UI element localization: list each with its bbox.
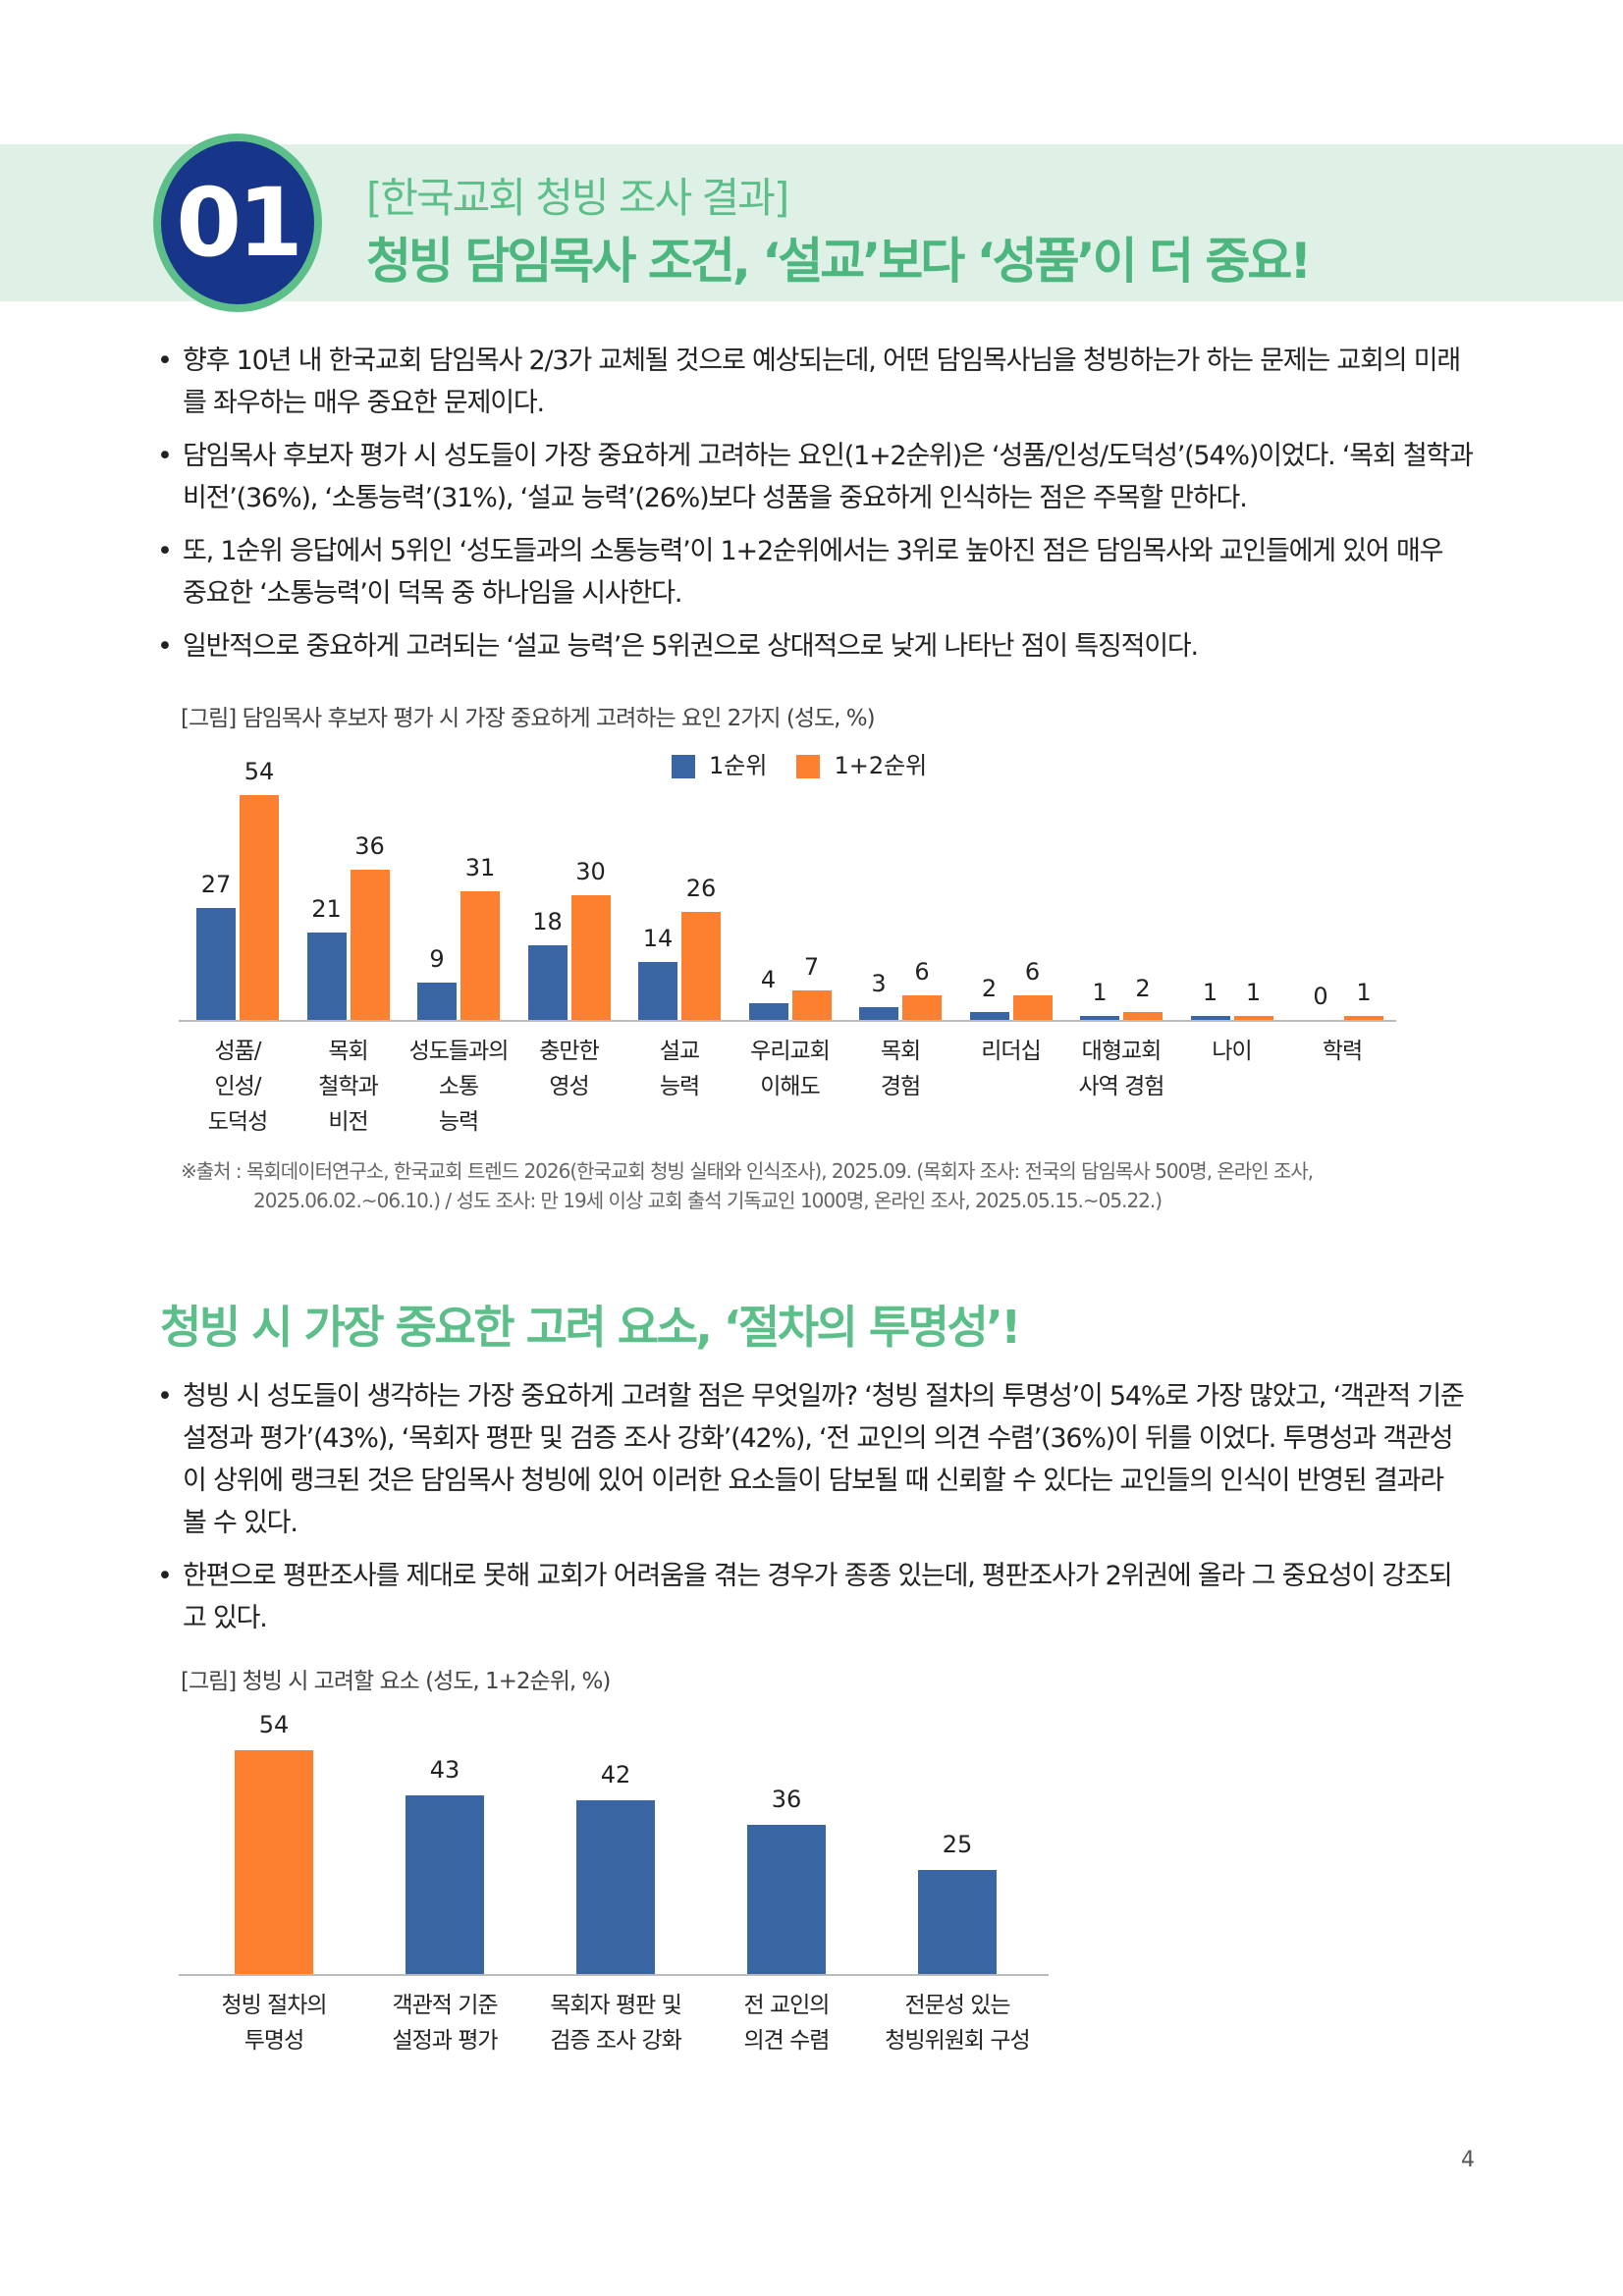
data-label: 25 [942, 1831, 973, 1859]
bullet-item: 또, 1순위 응답에서 5위인 ‘성도들과의 소통능력’이 1+2순위에서는 3… [157, 530, 1473, 614]
legend-item-1st-2nd: 1+2순위 [796, 746, 927, 780]
bar-1st [417, 982, 457, 1020]
data-label: 1 [1202, 978, 1218, 1006]
section-number: 01 [161, 141, 314, 304]
data-label: 42 [600, 1760, 631, 1789]
bullet-item: 청빙 시 성도들이 생각하는 가장 중요하게 고려할 점은 무엇일까? ‘청빙 … [157, 1375, 1473, 1544]
legend-label: 1+2순위 [834, 752, 928, 779]
data-label: 6 [914, 957, 930, 986]
category-label: 나이 [1212, 1039, 1252, 1064]
page-title: 청빙 담임목사 조건, ‘설교’보다 ‘성품’이 더 중요! [366, 233, 1312, 290]
bar-1st [196, 907, 236, 1020]
header-subtitle: [한국교회 청빙 조사 결과] [366, 174, 789, 222]
bar-1st [1190, 1015, 1230, 1020]
data-label: 3 [871, 970, 887, 998]
category-label: 목회 철학과 비전 [318, 1039, 378, 1135]
bar [576, 1799, 655, 1974]
x-axis-line [179, 1974, 1049, 1976]
category-label: 전 교인의 의견 수렴 [743, 1993, 831, 2054]
bar-1-2nd [681, 911, 721, 1020]
bar-1st [306, 932, 347, 1020]
category-label: 목회 경험 [880, 1039, 921, 1099]
data-label: 27 [200, 870, 232, 898]
category-label: 성도들과의 소통 능력 [408, 1039, 510, 1135]
legend-item-1st: 1순위 [672, 746, 767, 780]
bar-1st [1080, 1015, 1119, 1020]
category-label: 리더십 [981, 1039, 1041, 1064]
bar [406, 1795, 484, 1974]
data-label: 1 [1245, 978, 1262, 1006]
bar-1st [969, 1011, 1009, 1020]
bar-1-2nd [240, 795, 279, 1020]
bar-1st [527, 944, 568, 1020]
category-label: 우리교회 이해도 [750, 1039, 831, 1099]
data-label: 0 [1313, 983, 1328, 1010]
bar-1st [748, 1003, 788, 1020]
bar [235, 1750, 313, 1974]
chart1-legend: 1순위 1+2순위 [672, 746, 927, 780]
data-label: 1 [1356, 978, 1372, 1006]
legend-swatch [672, 755, 695, 778]
category-label: 충만한 영성 [539, 1039, 599, 1099]
bar-1st [638, 961, 677, 1020]
category-label: 설교 능력 [659, 1039, 700, 1099]
data-label: 14 [642, 924, 674, 952]
section-number-badge: 01 [153, 133, 322, 312]
bar-1-2nd [791, 990, 832, 1020]
bar-1-2nd [902, 994, 942, 1020]
bullet-item: 담임목사 후보자 평가 시 성도들이 가장 중요하게 고려하는 요인(1+2순위… [157, 435, 1474, 519]
bullet-item: 향후 10년 내 한국교회 담임목사 2/3가 교체될 것으로 예상되는데, 어… [157, 340, 1473, 424]
legend-label: 1순위 [709, 752, 768, 779]
data-label: 2 [1135, 974, 1151, 1002]
bullet-item: 일반적으로 중요하게 고려되는 ‘설교 능력’은 5위권으로 상대적으로 낮게 … [157, 625, 1473, 667]
bar-1-2nd [1012, 994, 1053, 1020]
data-label: 36 [771, 1786, 802, 1813]
data-label: 18 [532, 907, 563, 935]
data-label: 1 [1092, 978, 1108, 1006]
section2-heading: 청빙 시 가장 중요한 고려 요소, ‘절차의 투명성’! [160, 1301, 1021, 1354]
category-label: 전문성 있는 청빙위원회 구성 [885, 1993, 1030, 2054]
source-note: ※출처 : 목회데이터연구소, 한국교회 트렌드 2026(한국교회 청빙 실태… [181, 1156, 1314, 1215]
bar-1-2nd [570, 894, 611, 1020]
data-label: 36 [354, 832, 385, 861]
data-label: 54 [258, 1711, 290, 1738]
data-label: 30 [575, 857, 606, 885]
bar [918, 1870, 997, 1974]
category-label: 객관적 기준 설정과 평가 [392, 1993, 498, 2054]
bar-1st [859, 1007, 898, 1020]
bar-1-2nd [460, 890, 500, 1020]
data-label: 21 [311, 894, 342, 923]
bar-1-2nd [1123, 1011, 1163, 1020]
data-label: 31 [464, 853, 496, 881]
x-axis-line [179, 1020, 1396, 1022]
bar-1-2nd [350, 870, 390, 1020]
chart1-caption: [그림] 담임목사 후보자 평가 시 가장 중요하게 고려하는 요인 2가지 (… [181, 706, 876, 731]
data-label: 26 [685, 874, 717, 902]
chart2-caption: [그림] 청빙 시 고려할 요소 (성도, 1+2순위, %) [181, 1669, 611, 1694]
category-label: 청빙 절차의 투명성 [221, 1993, 327, 2054]
data-label: 7 [803, 953, 820, 982]
legend-swatch [796, 755, 821, 778]
section2-bullets: 청빙 시 성도들이 생각하는 가장 중요하게 고려할 점은 무엇일까? ‘청빙 … [157, 1375, 1473, 1650]
category-label: 성품/ 인성/ 도덕성 [207, 1039, 268, 1135]
data-label: 43 [429, 1756, 460, 1785]
category-label: 목회자 평판 및 검증 조사 강화 [550, 1993, 682, 2054]
bar-1-2nd [1344, 1015, 1383, 1020]
category-label: 대형교회 사역 경험 [1078, 1039, 1165, 1099]
data-label: 6 [1024, 957, 1041, 986]
data-label: 4 [760, 966, 777, 994]
category-label: 학력 [1322, 1039, 1363, 1064]
bar-1-2nd [1233, 1015, 1273, 1020]
bar [747, 1825, 826, 1974]
bullet-item: 한편으로 평판조사를 제대로 못해 교회가 어려움을 겪는 경우가 종종 있는데… [157, 1555, 1473, 1639]
section1-bullets: 향후 10년 내 한국교회 담임목사 2/3가 교체될 것으로 예상되는데, 어… [157, 340, 1474, 678]
data-label: 54 [243, 758, 275, 785]
data-label: 9 [429, 944, 445, 973]
page-number: 4 [1461, 2148, 1475, 2172]
data-label: 2 [981, 974, 998, 1002]
source-line: ※출처 : 목회데이터연구소, 한국교회 트렌드 2026(한국교회 청빙 실태… [181, 1159, 1314, 1183]
source-line: 2025.06.02.~06.10.) / 성도 조사: 만 19세 이상 교회… [253, 1189, 1163, 1212]
